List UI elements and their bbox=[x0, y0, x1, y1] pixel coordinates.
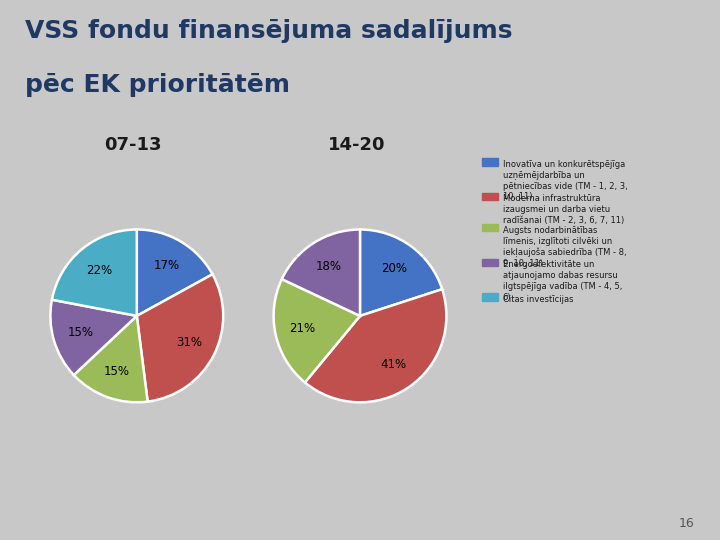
Wedge shape bbox=[74, 316, 148, 402]
Wedge shape bbox=[282, 230, 360, 316]
Wedge shape bbox=[137, 274, 223, 402]
Text: Energoefektivitāte un
atjaunojamo dabas resursu
ilgtspējīga vadība (TM - 4, 5,
6: Energoefektivitāte un atjaunojamo dabas … bbox=[503, 260, 622, 301]
Text: VSS fondu finansējuma sadalījums: VSS fondu finansējuma sadalījums bbox=[25, 19, 513, 43]
Wedge shape bbox=[137, 230, 212, 316]
Wedge shape bbox=[305, 289, 446, 402]
Wedge shape bbox=[360, 230, 442, 316]
Text: Augsts nodarbinātības
līmenis, izglītoti cilvēki un
iekļaujoša sabiedrība (TM - : Augsts nodarbinātības līmenis, izglītoti… bbox=[503, 226, 626, 268]
Text: Citas investīcijas: Citas investīcijas bbox=[503, 295, 573, 304]
Text: Moderna infrastruktūra
izaugsmei un darba vietu
radīšanai (TM - 2, 3, 6, 7, 11): Moderna infrastruktūra izaugsmei un darb… bbox=[503, 194, 624, 225]
Text: 21%: 21% bbox=[289, 322, 316, 335]
Text: 15%: 15% bbox=[68, 326, 94, 339]
Text: 16: 16 bbox=[679, 517, 695, 530]
Text: pēc EK prioritātēm: pēc EK prioritātēm bbox=[25, 73, 290, 97]
Text: Inovatīva un konkurētspējīga
uzņēmējdarbība un
pētniecības vide (TM - 1, 2, 3,
1: Inovatīva un konkurētspējīga uzņēmējdarb… bbox=[503, 160, 627, 201]
Text: 22%: 22% bbox=[86, 264, 112, 277]
Text: 15%: 15% bbox=[104, 364, 130, 377]
Wedge shape bbox=[50, 300, 137, 375]
Text: 18%: 18% bbox=[315, 260, 341, 273]
Wedge shape bbox=[274, 279, 360, 382]
Text: 31%: 31% bbox=[176, 336, 202, 349]
Text: 17%: 17% bbox=[153, 259, 180, 272]
Text: 41%: 41% bbox=[380, 358, 406, 371]
Text: 14-20: 14-20 bbox=[328, 136, 385, 154]
Text: 07-13: 07-13 bbox=[104, 136, 162, 154]
Wedge shape bbox=[52, 230, 137, 316]
Text: 20%: 20% bbox=[382, 262, 408, 275]
